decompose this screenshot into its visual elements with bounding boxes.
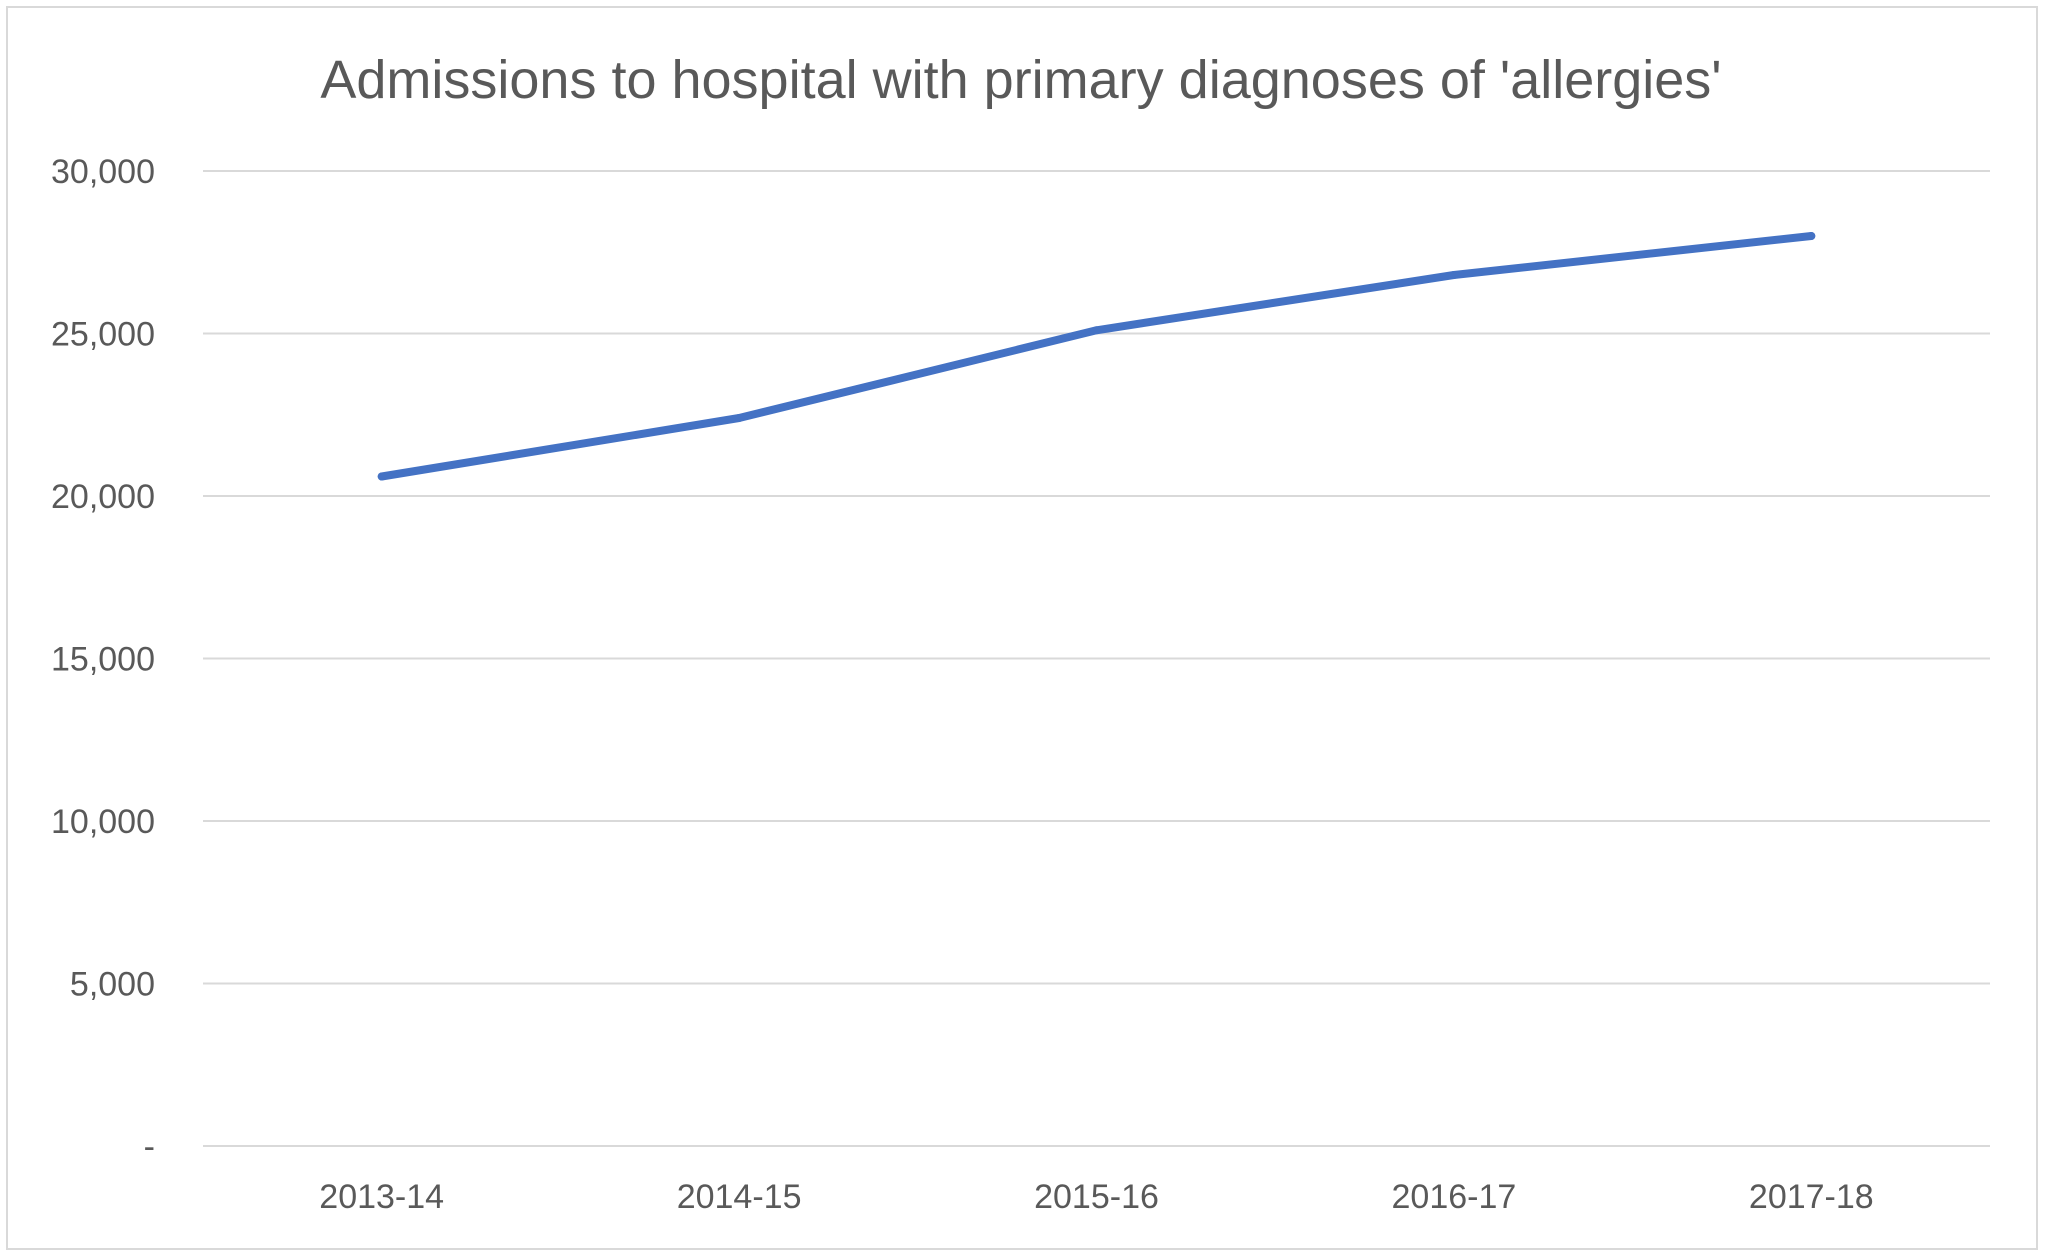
y-axis-tick-labels: - 5,000 10,000 15,000 20,000 25,000 30,000 [51, 153, 155, 1166]
x-axis-tick-labels: 2013-14 2014-15 2015-16 2016-17 2017-18 [319, 1178, 1873, 1216]
x-tick-label: 2015-16 [1034, 1178, 1159, 1216]
chart-frame [6, 6, 2038, 1250]
chart-title: Admissions to hospital with primary diag… [320, 50, 1721, 110]
x-tick-label: 2013-14 [319, 1178, 444, 1216]
gridlines [203, 170, 1990, 1147]
data-point [1092, 326, 1101, 335]
y-tick-label: 10,000 [51, 803, 155, 841]
data-point [735, 414, 744, 422]
data-point [1449, 271, 1458, 279]
x-tick-label: 2016-17 [1392, 1178, 1517, 1216]
data-point [1807, 232, 1816, 240]
series-layer [377, 232, 1816, 481]
y-tick-label: 5,000 [70, 966, 155, 1004]
y-tick-label: 20,000 [51, 478, 155, 516]
data-point [377, 472, 386, 481]
x-tick-label: 2017-18 [1749, 1178, 1874, 1216]
x-tick-label: 2014-15 [677, 1178, 802, 1216]
y-tick-label: 15,000 [51, 641, 155, 679]
y-tick-label: 25,000 [51, 316, 155, 354]
y-tick-label: 30,000 [51, 153, 155, 191]
series-line [377, 232, 1816, 481]
y-tick-label: - [144, 1128, 155, 1166]
